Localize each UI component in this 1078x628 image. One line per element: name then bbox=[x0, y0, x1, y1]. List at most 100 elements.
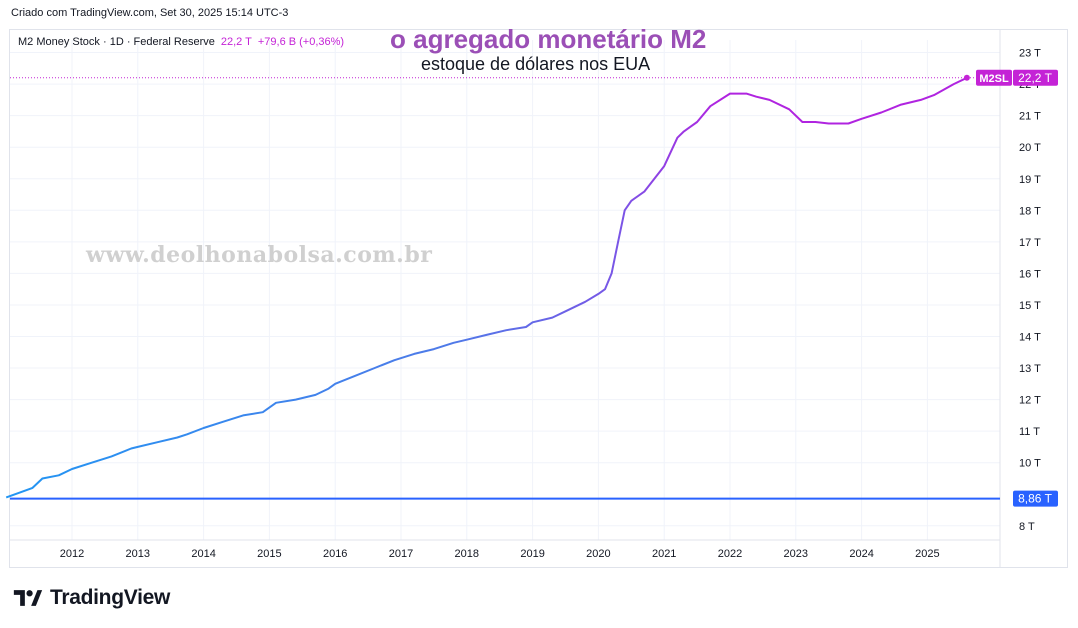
y-tick-label: 16 T bbox=[1019, 268, 1041, 280]
legend-change: +79,6 B (+0,36%) bbox=[257, 36, 345, 48]
m2-series-line[interactable] bbox=[5, 76, 968, 499]
m2-data-point bbox=[71, 468, 73, 470]
y-tick-label: 21 T bbox=[1019, 111, 1041, 123]
m2-data-point bbox=[354, 375, 356, 377]
m2-data-point bbox=[861, 118, 863, 120]
x-tick-label: 2015 bbox=[257, 548, 281, 560]
annotation-subtitle: estoque de dólares nos EUA bbox=[421, 54, 651, 74]
m2-data-point bbox=[5, 497, 7, 499]
m2-data-point bbox=[584, 301, 586, 303]
x-tick-label: 2016 bbox=[323, 548, 347, 560]
m2-data-point bbox=[881, 112, 883, 114]
m2-data-point bbox=[802, 121, 804, 123]
y-tick-label: 23 T bbox=[1019, 48, 1041, 60]
hline-price-badge bbox=[1013, 490, 1058, 507]
symbol-badge-label: M2SL bbox=[979, 73, 1009, 85]
m2-data-point bbox=[769, 99, 771, 101]
x-tick-label: 2024 bbox=[849, 548, 873, 560]
m2-data-point bbox=[696, 121, 698, 123]
m2-data-point bbox=[565, 310, 567, 312]
x-tick-label: 2014 bbox=[191, 548, 215, 560]
m2-data-point bbox=[262, 411, 264, 413]
y-tick-label: 15 T bbox=[1019, 300, 1041, 312]
m2-data-point bbox=[486, 334, 488, 336]
m2-data-point bbox=[848, 123, 850, 125]
m2-data-point bbox=[328, 388, 330, 390]
m2-data-point bbox=[413, 353, 415, 355]
hline-price-badge-label: 8,86 T bbox=[1018, 492, 1052, 506]
m2-data-point bbox=[933, 94, 935, 96]
x-tick-label: 2025 bbox=[915, 548, 939, 560]
m2-data-point bbox=[598, 293, 600, 295]
m2-data-point bbox=[453, 342, 455, 344]
m2-data-point bbox=[58, 475, 60, 477]
legend-symbol[interactable]: M2 Money Stock · 1D · Federal Reserve bbox=[18, 36, 215, 48]
m2-data-point bbox=[644, 191, 646, 193]
m2-data-point bbox=[137, 446, 139, 448]
m2-data-point bbox=[466, 339, 468, 341]
m2-data-point bbox=[788, 109, 790, 111]
y-tick-label: 20 T bbox=[1019, 142, 1041, 154]
m2-data-point bbox=[900, 104, 902, 106]
m2-data-point bbox=[663, 165, 665, 167]
m2-data-point bbox=[920, 99, 922, 101]
x-tick-label: 2017 bbox=[389, 548, 413, 560]
annotation-title: o agregado monetário M2 bbox=[390, 24, 707, 54]
x-tick-label: 2012 bbox=[60, 548, 84, 560]
m2-data-point bbox=[203, 427, 205, 429]
legend: M2 Money Stock · 1D · Federal Reserve 22… bbox=[18, 36, 344, 48]
created-with-text: Criado com TradingView.com, Set 30, 2025… bbox=[11, 7, 289, 19]
x-tick-label: 2013 bbox=[126, 548, 150, 560]
m2-data-point bbox=[295, 399, 297, 401]
m2-data-point bbox=[394, 359, 396, 361]
brand-name: TradingView bbox=[50, 586, 171, 609]
y-tick-label: 8 T bbox=[1019, 521, 1035, 533]
m2-data-point bbox=[828, 123, 830, 125]
m2-data-point bbox=[42, 478, 44, 480]
m2-data-point bbox=[275, 402, 277, 404]
m2-data-point bbox=[315, 394, 317, 396]
m2-data-point bbox=[176, 437, 178, 439]
m2-data-point bbox=[631, 200, 633, 202]
y-tick-label: 18 T bbox=[1019, 205, 1041, 217]
x-tick-label: 2022 bbox=[718, 548, 742, 560]
m2-data-point bbox=[91, 462, 93, 464]
x-tick-label: 2019 bbox=[520, 548, 544, 560]
m2-data-point bbox=[729, 93, 731, 95]
m2-data-point bbox=[525, 326, 527, 328]
m2-data-point bbox=[433, 348, 435, 350]
x-tick-label: 2018 bbox=[455, 548, 479, 560]
m2-data-point bbox=[242, 415, 244, 417]
tradingview-brand[interactable]: TradingView bbox=[12, 586, 170, 610]
y-tick-label: 19 T bbox=[1019, 174, 1041, 186]
m2-data-point bbox=[709, 105, 711, 107]
m2-data-point bbox=[505, 329, 507, 331]
m2-data-point bbox=[617, 241, 619, 243]
m2-data-point bbox=[756, 96, 758, 98]
x-tick-label: 2023 bbox=[784, 548, 808, 560]
y-tick-label: 10 T bbox=[1019, 458, 1041, 470]
symbol-badge bbox=[976, 69, 1012, 86]
x-tick-label: 2021 bbox=[652, 548, 676, 560]
last-price-badge-label: 22,2 T bbox=[1018, 71, 1052, 85]
m2-data-point bbox=[683, 131, 685, 133]
m2-data-point bbox=[186, 434, 188, 436]
chart-frame[interactable] bbox=[9, 29, 1068, 568]
m2-data-point bbox=[611, 273, 613, 275]
x-tick-label: 2020 bbox=[586, 548, 610, 560]
y-tick-label: 17 T bbox=[1019, 237, 1041, 249]
m2-data-point bbox=[32, 487, 34, 489]
m2-data-point bbox=[604, 288, 606, 290]
tradingview-logo-icon bbox=[13, 590, 43, 606]
m2-data-point bbox=[19, 492, 21, 494]
m2-data-point bbox=[552, 317, 554, 319]
y-tick-label: 11 T bbox=[1019, 426, 1040, 438]
last-point-marker bbox=[963, 74, 970, 81]
watermark: www.deolhonabolsa.com.br bbox=[86, 242, 433, 268]
y-tick-label: 12 T bbox=[1019, 395, 1041, 407]
y-tick-label: 14 T bbox=[1019, 332, 1041, 344]
m2-data-point bbox=[953, 83, 955, 85]
m2-data-point bbox=[223, 421, 225, 423]
m2-data-point bbox=[746, 93, 748, 95]
